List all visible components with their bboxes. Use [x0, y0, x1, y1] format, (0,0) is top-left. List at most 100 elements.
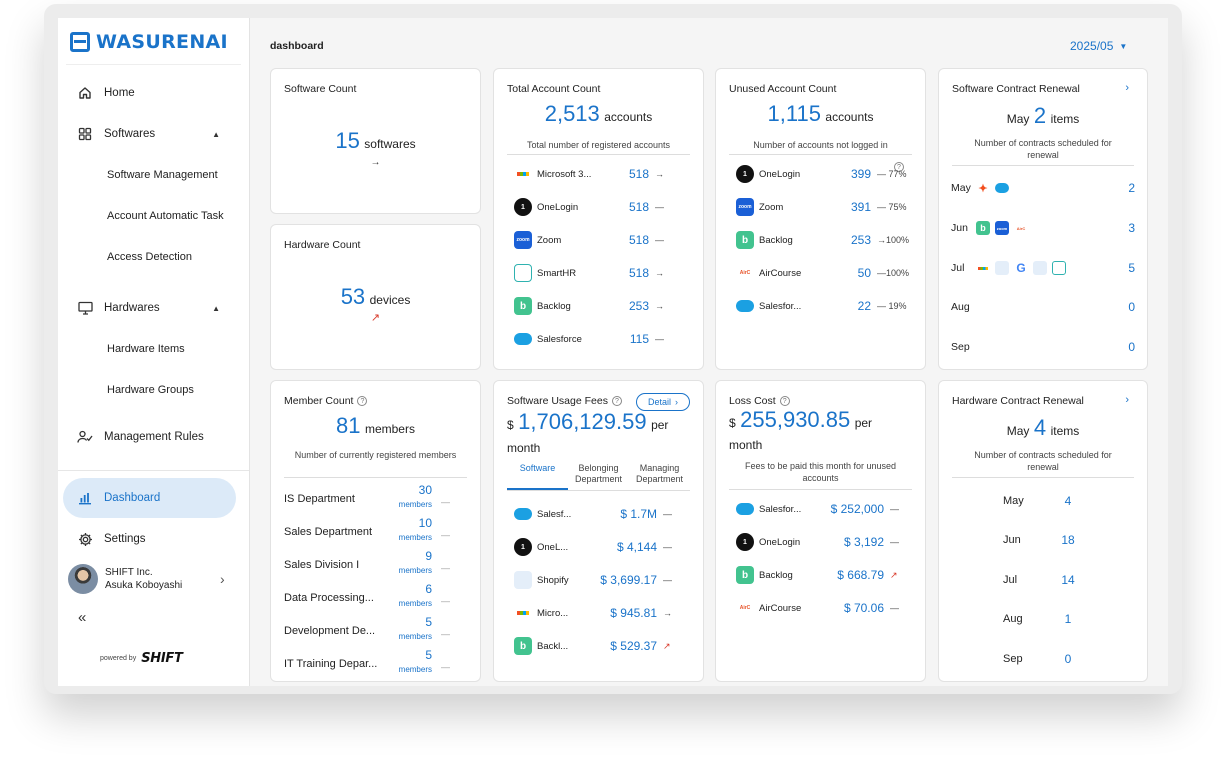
sidebar-item-software-management[interactable]: Software Management [107, 169, 218, 181]
unused-account-card[interactable]: Unused Account Count 1,115 accounts Numb… [715, 68, 926, 370]
list-item[interactable]: AirC AirCourse $ 70.06 — [736, 597, 911, 619]
sidebar-item-hardware-items[interactable]: Hardware Items [107, 343, 185, 355]
backlog-icon: b [736, 566, 754, 584]
monitor-icon [77, 300, 93, 316]
chevron-right-icon[interactable]: › [220, 571, 225, 587]
sidebar-item-management-rules[interactable]: Management Rules [58, 417, 250, 457]
list-item[interactable]: Jul G 5 [951, 261, 1135, 275]
collapse-sidebar-icon[interactable]: « [78, 609, 87, 626]
tab-belonging-department[interactable]: Belonging Department [574, 463, 623, 484]
sidebar-item-label: Hardwares [104, 302, 160, 314]
list-item[interactable]: SmartHR 518 → [514, 262, 689, 284]
table-row[interactable]: IS Department 30 members — [284, 483, 450, 509]
software-count-card[interactable]: Software Count 15 softwares → [270, 68, 481, 214]
help-icon[interactable]: ? [894, 162, 904, 172]
list-item[interactable]: Jun 18 [1003, 533, 1075, 547]
month-selector[interactable]: 2025/05 ▼ [1070, 39, 1128, 53]
list-item[interactable]: Microsoft 3... 518 → [514, 163, 689, 185]
logo[interactable]: WASURENAI [70, 30, 228, 54]
table-row[interactable]: Sales Division I 9 members — [284, 549, 450, 575]
list-item[interactable]: b Backlog 253 →100% [736, 229, 911, 251]
list-item[interactable]: Salesforce 115 — [514, 328, 689, 350]
smarthr-icon [514, 264, 532, 282]
list-item[interactable]: 1 OneLogin 518 — [514, 196, 689, 218]
sidebar-item-softwares[interactable]: Softwares ▲ [58, 114, 250, 154]
list-item[interactable]: 1 OneLogin $ 3,192 — [736, 531, 911, 553]
member-count-card[interactable]: Member Count ? 81 members Number of curr… [270, 380, 481, 682]
card-subtitle: Number of contracts scheduled for renewa… [974, 138, 1112, 160]
onelogin-icon: 1 [736, 165, 754, 183]
hardware-count-card[interactable]: Hardware Count 53 devices ↗ [270, 224, 481, 370]
list-item[interactable]: Sep 0 [1003, 652, 1072, 666]
hardware-renewal-card[interactable]: Hardware Contract Renewal › May 4 items … [938, 380, 1148, 682]
list-item[interactable]: b Backl... $ 529.37 ↗ [514, 635, 689, 657]
tab-software[interactable]: Software [507, 461, 568, 490]
zoom-icon: zoom [736, 198, 754, 216]
list-item[interactable]: AirC AirCourse 50 —100% [736, 262, 911, 284]
list-item[interactable]: Micro... $ 945.81 → [514, 602, 689, 624]
user-profile[interactable]: SHIFT Inc. Asuka Koboyashi [68, 564, 182, 594]
shift-logo: SHIFT [141, 651, 183, 666]
list-item[interactable]: Jul 14 [1003, 573, 1075, 587]
list-item[interactable]: May ✦ 2 [951, 181, 1135, 195]
onelogin-icon: 1 [736, 533, 754, 551]
list-item[interactable]: Aug 1 [1003, 612, 1072, 626]
list-item[interactable]: Jun b zoom AirC 3 [951, 221, 1135, 235]
list-item[interactable]: 1 OneLogin 399 — 77% [736, 163, 911, 185]
chevron-right-icon[interactable]: › [1125, 82, 1129, 94]
list-item[interactable]: Sep 0 [951, 340, 1135, 354]
loss-cost-card[interactable]: Loss Cost ? $ 255,930.85 per month Fees … [715, 380, 926, 682]
list-item[interactable]: b Backlog $ 668.79 ↗ [736, 564, 911, 586]
detail-button[interactable]: Detail › [636, 393, 690, 411]
help-icon[interactable]: ? [779, 396, 790, 406]
salesforce-icon [514, 333, 532, 345]
sidebar-item-dashboard[interactable]: Dashboard [58, 478, 250, 518]
table-row[interactable]: Development De... 5 members — [284, 615, 450, 641]
aircourse-icon: AirC [736, 599, 754, 617]
list-item[interactable]: Aug 0 [951, 300, 1135, 314]
list-item[interactable]: Salesfor... 22 — 19% [736, 295, 911, 317]
divider [66, 64, 241, 65]
card-title: Total Account Count [507, 83, 601, 95]
software-usage-fees-card[interactable]: Software Usage Fees ? Detail › $ 1,706,1… [493, 380, 704, 682]
list-item[interactable]: zoom Zoom 391 — 75% [736, 196, 911, 218]
list-item[interactable]: Shopify $ 3,699.17 — [514, 569, 689, 591]
divider [952, 165, 1134, 166]
help-icon[interactable]: ? [357, 396, 368, 406]
list-item[interactable]: 1 OneL... $ 4,144 — [514, 536, 689, 558]
table-row[interactable]: Data Processing... 6 members — [284, 582, 450, 608]
card-title: Software Usage Fees ? [507, 395, 622, 407]
list-item[interactable]: b Backlog 253 → [514, 295, 689, 317]
salesforce-icon [995, 183, 1009, 193]
table-row[interactable]: Sales Department 10 members — [284, 516, 450, 542]
list-item[interactable]: May 4 [1003, 494, 1072, 508]
powered-by: powered by SHIFT [100, 651, 183, 666]
divider [729, 489, 912, 490]
sidebar-item-hardware-groups[interactable]: Hardware Groups [107, 384, 194, 396]
software-renewal-card[interactable]: Software Contract Renewal › May 2 items … [938, 68, 1148, 370]
trend-flat-icon: — [441, 662, 450, 672]
sidebar-item-label: Softwares [104, 128, 156, 140]
total-account-value: 2,513 [544, 101, 600, 126]
card-title: Loss Cost ? [729, 395, 790, 407]
backlog-icon: b [736, 231, 754, 249]
sidebar-item-hardwares[interactable]: Hardwares ▲ [58, 288, 250, 328]
table-row[interactable]: IT Training Depar... 5 members — [284, 648, 450, 674]
sidebar-item-label: Home [104, 87, 135, 99]
sidebar-item-access-detection[interactable]: Access Detection [107, 251, 192, 263]
card-subtitle: Total number of registered accounts [526, 140, 671, 150]
sidebar-item-home[interactable]: Home [58, 73, 250, 113]
divider [507, 154, 690, 155]
sidebar-item-account-automatic-task[interactable]: Account Automatic Task [107, 210, 224, 222]
chevron-right-icon[interactable]: › [1125, 394, 1129, 406]
app-icon [1033, 261, 1047, 275]
tab-managing-department[interactable]: Managing Department [635, 463, 684, 484]
caret-down-icon: ▼ [1119, 41, 1128, 51]
help-icon[interactable]: ? [611, 396, 622, 406]
list-item[interactable]: Salesf... $ 1.7M — [514, 503, 689, 525]
zoom-icon: zoom [995, 221, 1009, 235]
list-item[interactable]: zoom Zoom 518 — [514, 229, 689, 251]
total-account-card[interactable]: Total Account Count 2,513 accounts Total… [493, 68, 704, 370]
sidebar-item-settings[interactable]: Settings [58, 519, 250, 559]
list-item[interactable]: Salesfor... $ 252,000 — [736, 498, 911, 520]
